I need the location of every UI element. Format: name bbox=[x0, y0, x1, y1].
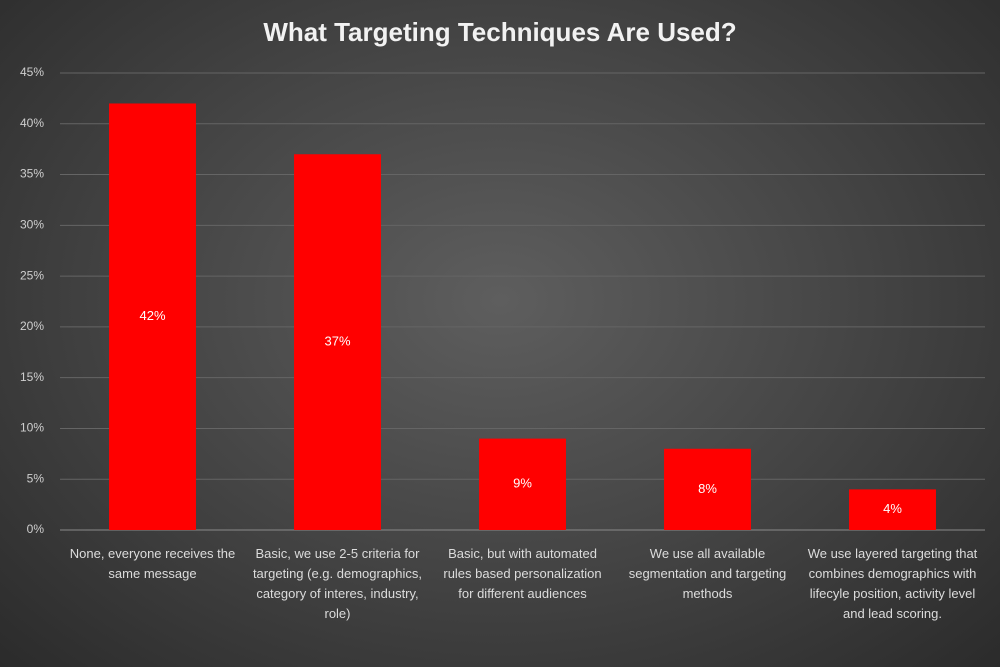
chart-title: What Targeting Techniques Are Used? bbox=[263, 17, 736, 47]
bar bbox=[849, 489, 936, 530]
y-tick-label: 0% bbox=[27, 522, 45, 536]
data-label: 42% bbox=[139, 308, 165, 323]
y-tick-label: 25% bbox=[20, 268, 44, 282]
data-label: 37% bbox=[324, 334, 350, 349]
bar bbox=[664, 448, 751, 530]
y-tick-label: 20% bbox=[20, 319, 44, 333]
data-label: 8% bbox=[698, 481, 717, 496]
y-tick-label: 40% bbox=[20, 116, 44, 130]
bar bbox=[109, 103, 196, 530]
x-tick-label: Basic, we use 2-5 criteria for targeting… bbox=[252, 546, 423, 621]
data-label: 4% bbox=[883, 501, 902, 516]
y-tick-label: 45% bbox=[20, 65, 44, 79]
x-tick-label: We use layered targeting that combines d… bbox=[807, 546, 978, 621]
bar bbox=[479, 438, 566, 530]
bar bbox=[294, 154, 381, 530]
y-tick-label: 30% bbox=[20, 218, 44, 232]
y-tick-label: 35% bbox=[20, 167, 44, 181]
y-tick-label: 10% bbox=[20, 421, 44, 435]
y-tick-label: 15% bbox=[20, 370, 44, 384]
y-tick-label: 5% bbox=[27, 471, 45, 485]
x-tick-label: None, everyone receives the same message bbox=[69, 546, 236, 581]
x-tick-label: Basic, but with automated rules based pe… bbox=[443, 546, 602, 601]
data-label: 9% bbox=[513, 476, 532, 491]
x-tick-label: We use all available segmentation and ta… bbox=[628, 546, 787, 601]
